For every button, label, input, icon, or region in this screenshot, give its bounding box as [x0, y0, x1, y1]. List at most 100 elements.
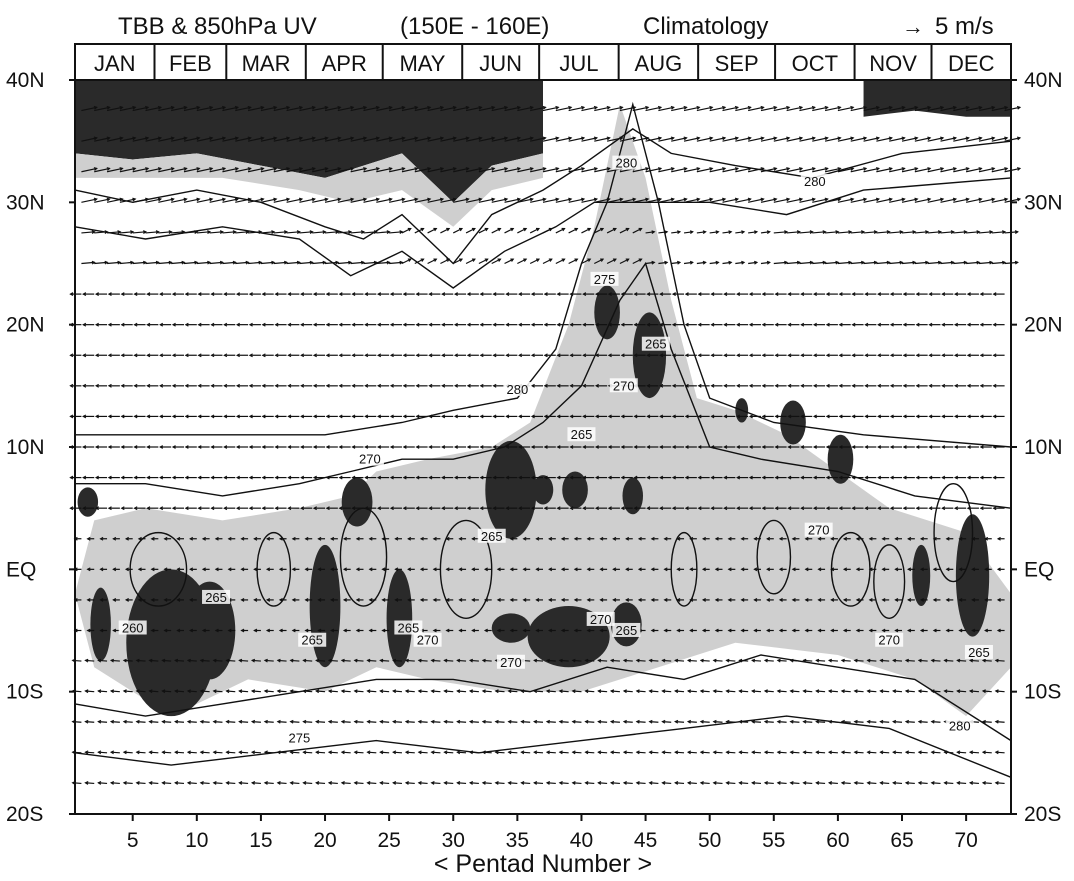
wind-vector-head [984, 536, 989, 541]
wind-vector [81, 231, 95, 234]
wind-vector [918, 720, 928, 723]
wind-vector [709, 106, 726, 112]
y-tick-label-left: 10S [6, 681, 43, 704]
wind-vector-head [952, 167, 958, 171]
wind-vector-head [956, 658, 961, 663]
wind-vector [252, 782, 261, 785]
wind-vector-head [571, 750, 576, 755]
wind-vector-head [804, 628, 809, 633]
wind-vector-head [497, 258, 502, 262]
wind-vector [649, 751, 659, 754]
wind-vector-head [238, 719, 243, 724]
wind-vector-head [106, 105, 111, 110]
wind-vector-head [825, 353, 830, 358]
wind-vector [940, 137, 957, 142]
wind-vector-head [130, 260, 135, 265]
wind-vector [748, 231, 758, 234]
month-label: FEB [169, 51, 212, 76]
wind-vector-head [533, 781, 538, 785]
wind-vector-head [263, 781, 268, 785]
wind-vector [645, 167, 662, 173]
wind-vector [273, 106, 290, 112]
wind-vector [863, 198, 880, 203]
wind-vector [299, 198, 315, 203]
contour-label: 275 [289, 731, 311, 746]
wind-vector-head [441, 353, 446, 358]
wind-vector [312, 167, 328, 173]
wind-vector [478, 106, 495, 112]
wind-vector [760, 137, 777, 142]
wind-vector-head [837, 167, 842, 171]
month-label: OCT [792, 51, 838, 76]
wind-vector-head [761, 322, 766, 327]
wind-vector-head [800, 475, 805, 480]
y-tick-label-right: EQ [1024, 558, 1054, 581]
wind-vector-head [392, 781, 397, 785]
wind-vector-head [556, 445, 561, 449]
wind-vector [876, 198, 892, 203]
wind-vector [136, 782, 146, 785]
wind-vector-head [953, 383, 959, 388]
wind-vector-head [622, 781, 627, 785]
wind-vector [235, 231, 249, 234]
wind-vector-head [659, 506, 664, 511]
wind-vector [944, 659, 954, 662]
wind-vector-head [265, 598, 271, 602]
wind-vector-head [581, 105, 586, 110]
wind-vector [953, 137, 969, 142]
wind-vector [81, 198, 97, 203]
wind-vector-head [984, 567, 989, 572]
wind-vector [965, 106, 982, 112]
wind-vector [196, 106, 213, 112]
wind-vector [303, 690, 313, 693]
wind-vector-head [106, 136, 111, 141]
wind-vector-head [787, 322, 792, 327]
wind-vector-head [240, 628, 245, 633]
wind-vector-head [736, 353, 741, 358]
wind-vector-head [376, 475, 382, 480]
wind-vector [880, 720, 890, 723]
wind-vector-head [763, 719, 768, 724]
wind-vector-head [599, 536, 604, 541]
wind-vector-head [453, 445, 458, 449]
wind-vector-head [902, 322, 907, 327]
wind-vector-head [289, 750, 294, 755]
wind-vector [837, 137, 854, 142]
wind-vector-head [902, 475, 907, 480]
wind-vector-head [786, 136, 791, 141]
wind-vector [405, 720, 415, 723]
wind-vector-head [298, 167, 304, 171]
wind-vector-head [761, 353, 766, 358]
wind-vector [688, 751, 697, 754]
wind-vector [581, 167, 597, 173]
wind-vector-head [389, 414, 394, 419]
wind-vector [389, 198, 405, 203]
wind-vector-head [157, 105, 163, 110]
wind-vector-head [148, 658, 153, 663]
wind-vector-head [238, 658, 243, 663]
wind-vector [290, 782, 300, 785]
wind-vector-head [84, 781, 89, 785]
wind-vector-head [747, 167, 752, 171]
wind-vector [863, 106, 880, 112]
wind-vector-head [273, 197, 278, 202]
wind-vector-head [1004, 197, 1009, 202]
wind-vector [645, 198, 662, 203]
wind-vector-head [651, 230, 656, 235]
wind-vector-head [492, 353, 497, 358]
wind-vector-head [686, 689, 692, 694]
wind-vector-head [710, 292, 715, 296]
wind-vector-head [671, 445, 676, 449]
wind-vector-head [648, 689, 653, 694]
wind-vector [213, 690, 223, 693]
wind-vector-head [915, 414, 920, 419]
wind-vector [760, 231, 770, 234]
wind-vector-head [712, 750, 717, 755]
wind-vector-head [445, 628, 450, 633]
wind-vector-head [373, 230, 378, 234]
wind-vector [559, 690, 569, 693]
convective-core [780, 400, 806, 445]
wind-vector [534, 782, 544, 785]
wind-vector [829, 659, 838, 662]
wind-vector [649, 782, 659, 785]
